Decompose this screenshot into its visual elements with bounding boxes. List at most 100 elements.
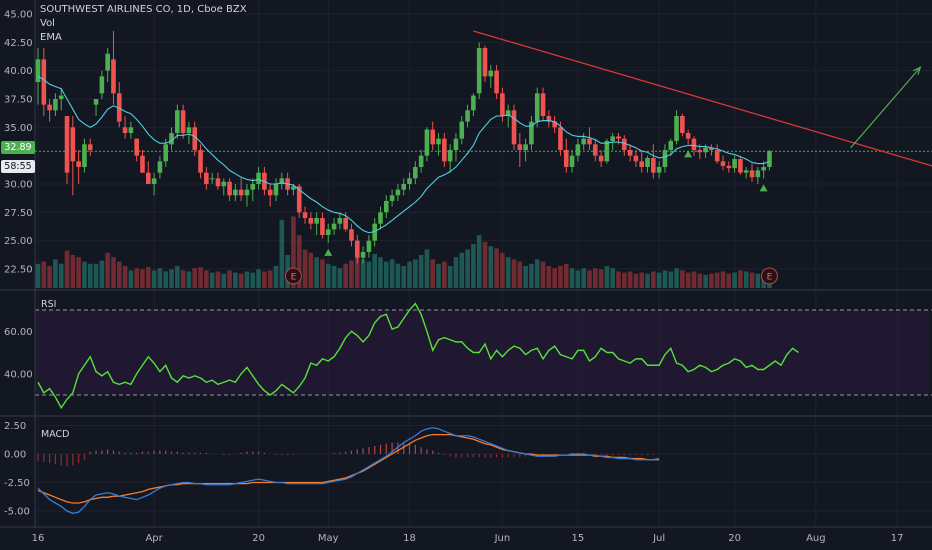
candle-body: [691, 138, 697, 150]
volume-bar: [743, 271, 749, 288]
candle-body: [70, 127, 76, 162]
vol-label[interactable]: Vol: [40, 18, 55, 29]
candle-body: [581, 138, 586, 145]
candle-body: [87, 144, 93, 150]
candle-body: [308, 218, 314, 224]
candle-body: [767, 151, 772, 167]
volume-bar: [169, 269, 174, 288]
x-tick-label: May: [318, 533, 339, 544]
candle-body: [633, 155, 639, 162]
volume-bar: [703, 274, 708, 288]
candle-body: [105, 53, 110, 71]
volume-bar: [111, 257, 116, 288]
candle-body: [233, 189, 238, 196]
candle-body: [476, 48, 482, 94]
volume-bar: [755, 273, 761, 288]
volume-bar: [424, 249, 430, 288]
volume-bar: [267, 270, 273, 288]
candle-body: [465, 110, 470, 122]
volume-bar: [476, 235, 482, 288]
volume-bar: [221, 273, 227, 288]
volume-bar: [331, 266, 337, 288]
candle-body: [430, 129, 436, 145]
volume-bar: [534, 259, 540, 288]
volume-bar: [384, 261, 389, 288]
volume-bar: [598, 269, 604, 288]
projection-arrowhead: [912, 66, 922, 76]
candle-body: [157, 161, 163, 173]
volume-bar: [47, 266, 52, 288]
candle-body: [64, 116, 70, 173]
volume-bar: [726, 273, 732, 288]
earnings-marker: [284, 267, 302, 285]
candle-body: [749, 170, 755, 178]
volume-bar: [651, 271, 656, 288]
x-tick-label: 20: [728, 533, 741, 544]
volume-bar: [732, 272, 737, 288]
volume-bar: [296, 235, 302, 288]
volume-bar: [389, 259, 395, 288]
rsi-line: [37, 302, 799, 410]
candle-body: [360, 252, 366, 258]
candle-body: [656, 167, 662, 173]
volume-bar: [314, 257, 319, 288]
candle-body: [592, 144, 598, 156]
rsi-title: RSI: [41, 299, 56, 310]
volume-bar: [442, 261, 447, 288]
candle-body: [291, 186, 296, 190]
x-tick-label: 20: [252, 533, 265, 544]
candle-body: [250, 184, 256, 190]
rsi-pane[interactable]: RSI: [35, 299, 932, 410]
candle-body: [221, 181, 227, 187]
volume-bar: [238, 273, 244, 288]
volume-bar: [685, 272, 691, 288]
candle-body: [128, 127, 134, 133]
volume-bar: [691, 271, 697, 288]
candle-body: [366, 240, 372, 252]
volume-bar: [668, 271, 674, 288]
volume-bar: [581, 268, 586, 288]
volume-bar: [610, 268, 615, 288]
x-tick-label: Jul: [652, 533, 665, 544]
volume-bar: [76, 257, 81, 288]
candle-body: [546, 116, 552, 122]
volume-bar: [587, 270, 592, 288]
earnings-marker: [760, 267, 778, 285]
rsi-tick-label: 40.00: [4, 369, 33, 380]
candle-body: [598, 155, 604, 162]
volume-bar: [500, 252, 505, 288]
volume-bar: [738, 270, 743, 288]
volume-bar: [529, 263, 534, 288]
volume-bar: [128, 270, 134, 288]
candle-body: [569, 155, 575, 167]
candle-body: [424, 129, 430, 156]
candle-body: [668, 140, 674, 150]
volume-bar: [157, 268, 163, 288]
symbol-title[interactable]: SOUTHWEST AIRLINES CO, 1D, Cboe BZX: [40, 4, 247, 15]
candle-body: [93, 99, 99, 105]
volume-bar: [639, 272, 645, 288]
volume-bar: [552, 268, 557, 288]
macd-pane[interactable]: MACD: [37, 427, 660, 514]
volume-bar: [134, 268, 139, 288]
candle-body: [662, 150, 668, 167]
x-tick-label: 16: [32, 533, 45, 544]
candle-body: [587, 138, 592, 145]
volume-bar: [709, 273, 714, 288]
candle-body: [296, 186, 302, 213]
volume-bar: [488, 246, 494, 288]
candle-body: [35, 59, 41, 82]
ema-line: [37, 75, 770, 234]
candle-body: [395, 189, 401, 196]
volume-bar: [250, 272, 256, 288]
candle-body: [709, 147, 714, 150]
x-tick-label: Jun: [494, 533, 511, 544]
candle-body: [111, 59, 116, 94]
candle-body: [732, 159, 737, 169]
volume-bar: [633, 273, 639, 288]
ema-label[interactable]: EMA: [40, 32, 62, 43]
x-tick-label: Aug: [806, 533, 826, 544]
candle-body: [354, 240, 360, 258]
candle-body: [680, 116, 685, 133]
